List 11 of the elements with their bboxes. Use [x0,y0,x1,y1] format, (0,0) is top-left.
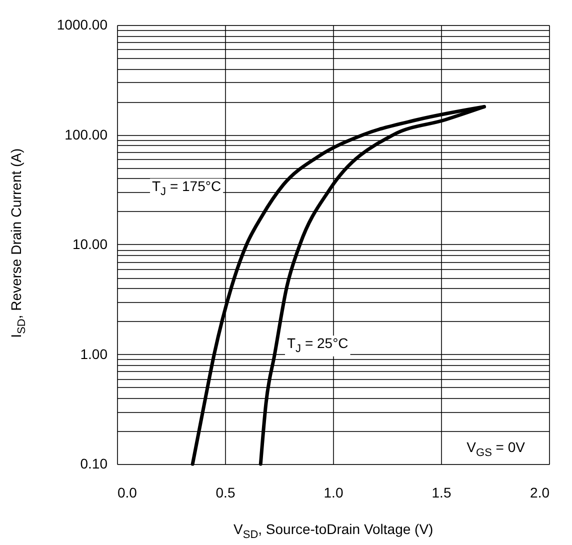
x-tick-label: 0.5 [216,484,236,500]
y-tick-label: 1.00 [80,346,108,362]
y-tick-label: 1000.00 [56,16,108,32]
y-tick-label: 0.10 [80,456,108,472]
y-tick-label: 10.00 [72,236,108,252]
x-tick-label: 0.0 [118,484,138,500]
x-tick-label: 1.5 [432,484,452,500]
x-tick-label: 1.0 [324,484,344,500]
y-axis-title: ISD, Reverse Drain Current (A) [8,148,28,338]
y-tick-label: 100.00 [64,126,108,142]
x-tick-label: 2.0 [530,484,550,500]
